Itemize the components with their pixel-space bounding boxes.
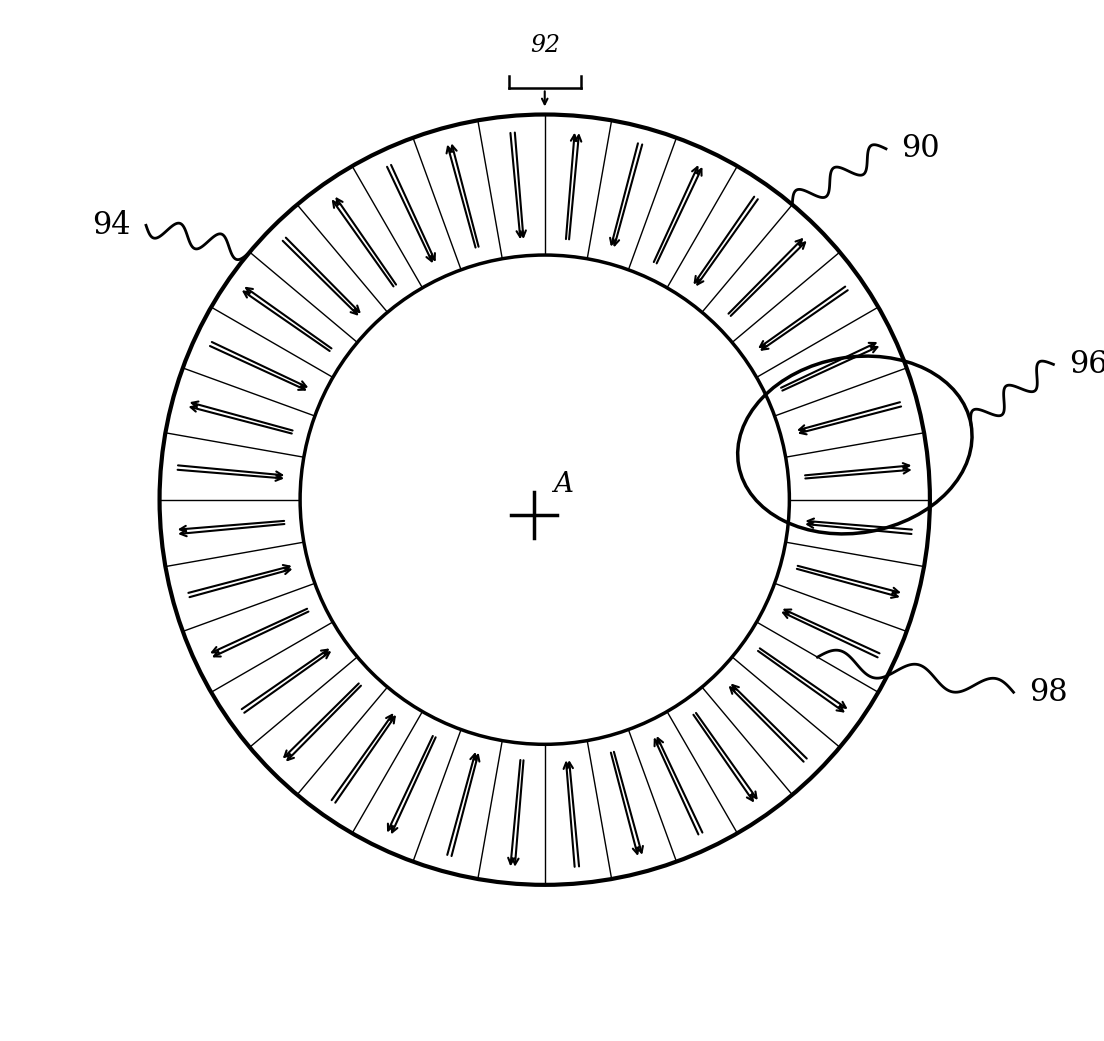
Circle shape	[300, 255, 789, 744]
Text: 98: 98	[1029, 677, 1068, 708]
Text: 96: 96	[1069, 349, 1104, 380]
Text: 92: 92	[530, 34, 560, 57]
Text: 90: 90	[902, 133, 941, 164]
Circle shape	[160, 115, 930, 885]
Text: 94: 94	[92, 210, 130, 240]
Text: A: A	[553, 472, 573, 499]
